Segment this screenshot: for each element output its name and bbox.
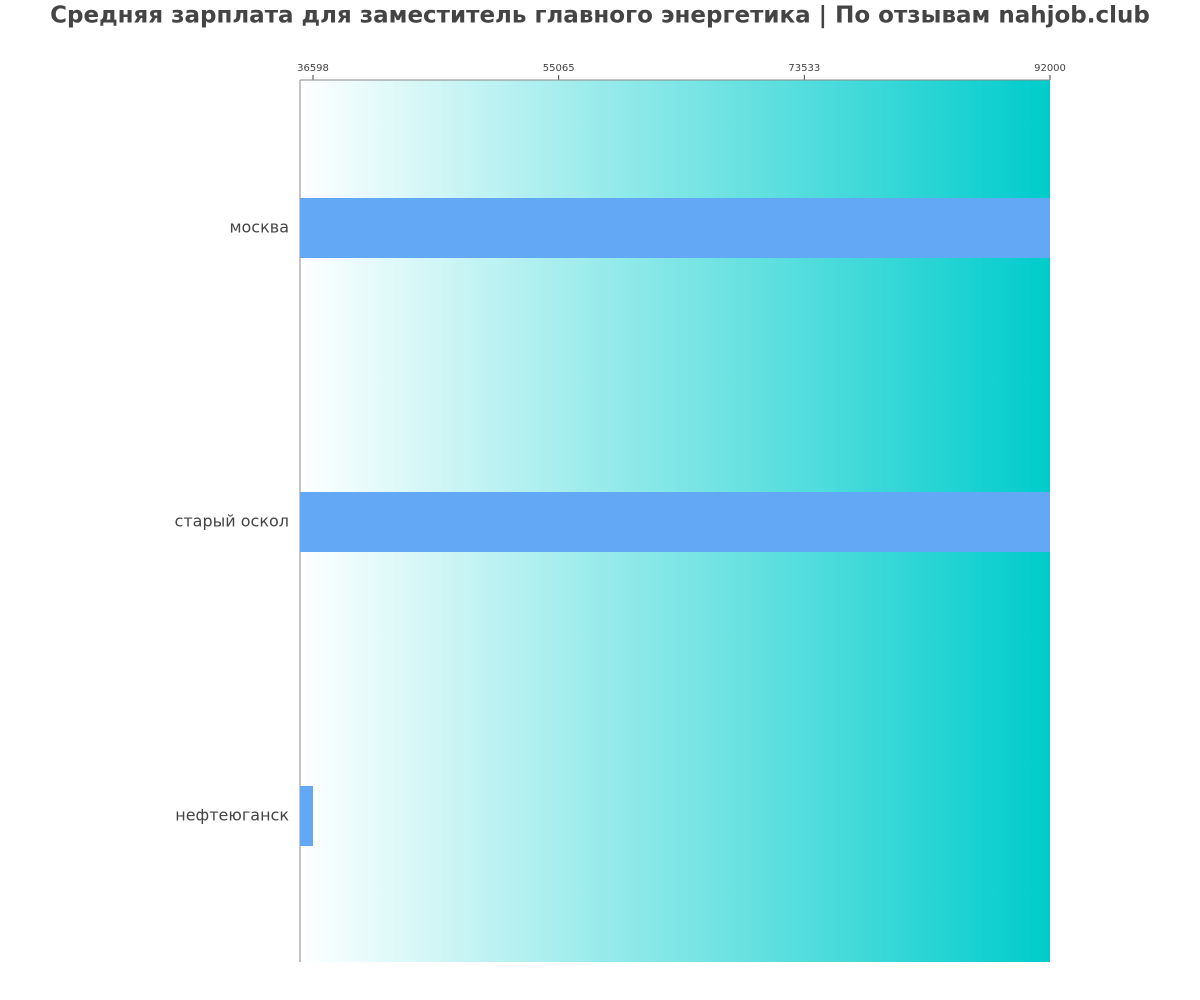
x-tick-label: 55065: [543, 63, 575, 74]
y-tick-label: нефтеюганск: [175, 806, 289, 825]
chart-title: Средняя зарплата для заместитель главног…: [50, 3, 1150, 29]
y-tick-label: москва: [229, 218, 289, 237]
bar: [300, 492, 1050, 552]
bar: [300, 198, 1050, 258]
bar: [300, 786, 314, 846]
x-tick-label: 36598: [297, 63, 329, 74]
y-tick-label: старый оскол: [175, 512, 289, 531]
x-tick-label: 92000: [1034, 63, 1066, 74]
x-tick-label: 73533: [788, 63, 820, 74]
